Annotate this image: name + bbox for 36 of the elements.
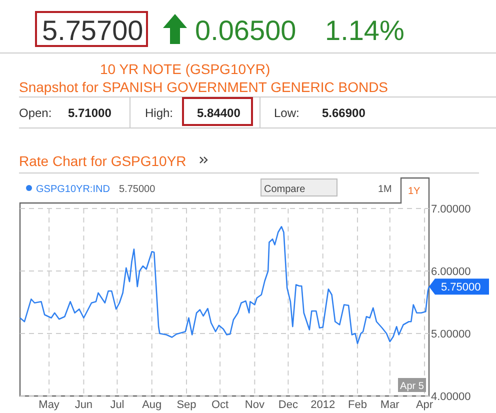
x-tick-label: Oct <box>211 399 229 411</box>
text: 5.75000 <box>119 184 156 195</box>
text: 1.14% <box>325 15 404 46</box>
x-tick-label: Apr <box>416 399 434 411</box>
x-tick-label: Jul <box>110 399 124 411</box>
line-series <box>19 226 430 344</box>
x-tick-label: Nov <box>244 399 265 411</box>
text: 5.71000 <box>68 106 112 120</box>
text: 5.66900 <box>322 106 366 120</box>
text: Compare <box>264 184 306 195</box>
x-tick-label: Jun <box>74 399 93 411</box>
text: Low: <box>274 106 300 120</box>
annotation: Apr 5 <box>400 381 424 392</box>
x-tick-label: Aug <box>142 399 162 411</box>
chart-title: 10 YR NOTE (GSPG10YR) <box>100 61 270 77</box>
chart-subtitle: Snapshot for SPANISH GOVERNMENT GENERIC BONDS <box>19 79 388 95</box>
text: Rate Chart for GSPG10YR <box>19 153 186 169</box>
y-tick-label: 7.00000 <box>431 204 471 216</box>
legend-label: GSPG10YR:IND <box>36 184 110 195</box>
x-tick-label: 2012 <box>310 399 336 411</box>
y-tick-label: 6.00000 <box>431 266 471 278</box>
text: 1Y <box>408 186 421 197</box>
x-tick-label: Sep <box>176 399 196 411</box>
text: 5.75700 <box>42 15 144 46</box>
y-tick-label: 5.00000 <box>431 328 471 340</box>
text: 5.84400 <box>197 106 241 120</box>
text: 1M <box>378 184 392 195</box>
annotation: 5.75000 <box>441 282 481 294</box>
x-tick-label: May <box>38 399 60 411</box>
text: 0.06500 <box>195 15 296 46</box>
x-tick-label: Mar <box>380 399 400 411</box>
text: Open: <box>19 106 52 120</box>
y-tick-label: 4.00000 <box>431 391 471 403</box>
text: High: <box>145 106 174 120</box>
x-tick-label: Feb <box>348 399 367 411</box>
x-tick-label: Dec <box>278 399 298 411</box>
